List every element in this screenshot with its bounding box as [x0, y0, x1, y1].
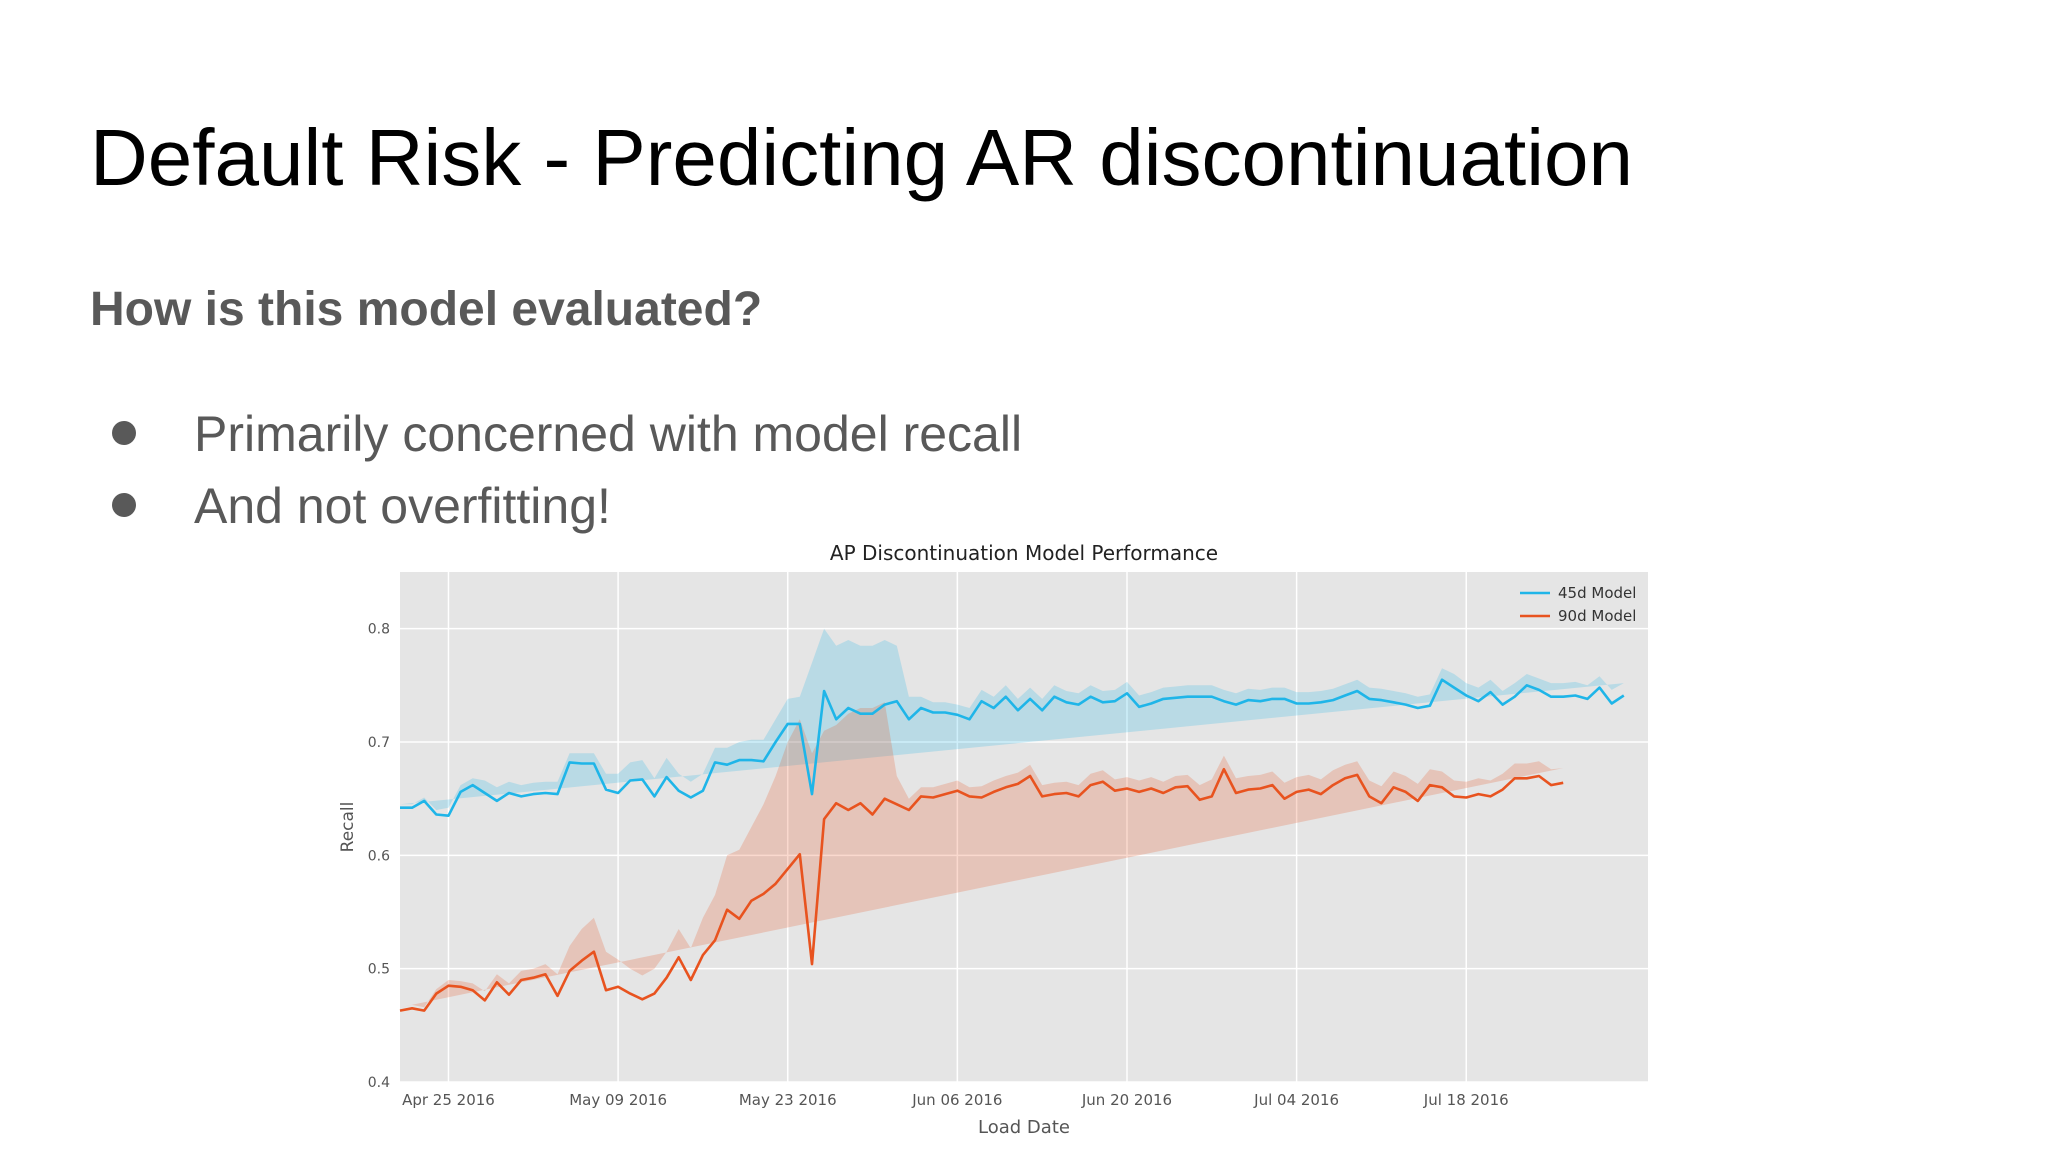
bullet-list: Primarily concerned with model recall An… — [110, 398, 1022, 542]
plot-background — [400, 572, 1648, 1082]
chart-title: AP Discontinuation Model Performance — [830, 541, 1218, 565]
y-tick-label: 0.6 — [368, 848, 390, 864]
x-tick-label: Jun 06 2016 — [911, 1091, 1002, 1109]
grid-lines — [400, 572, 1648, 1083]
confidence-band-90d — [400, 702, 1564, 1008]
series-lines — [399, 678, 1625, 1012]
y-tick-label: 0.7 — [368, 735, 390, 751]
x-axis-label: Load Date — [978, 1117, 1070, 1138]
slide-subtitle: How is this model evaluated? — [90, 283, 763, 336]
bullet-text-overfitting: And not overfitting! — [194, 478, 611, 534]
slide-title: Default Risk - Predicting AR discontinua… — [90, 113, 1633, 202]
legend: 45d Model 90d Model — [1520, 584, 1636, 625]
y-tick-label: 0.5 — [368, 962, 390, 978]
bullet-dot-icon — [112, 421, 136, 445]
series-line-45d — [400, 678, 1625, 818]
axis-ticks: 0.4 0.5 0.6 0.7 0.8 Apr 25 2016 May 09 2016 May… — [368, 622, 1509, 1109]
x-tick-label: Jul 04 2016 — [1253, 1091, 1339, 1109]
y-tick-label: 0.8 — [368, 622, 390, 638]
bullet-item-overfitting: And not overfitting! — [110, 470, 1022, 542]
legend-label-45d: 45d Model — [1558, 584, 1636, 602]
x-tick-label: Jun 20 2016 — [1081, 1091, 1172, 1109]
x-tick-label: Jul 18 2016 — [1423, 1091, 1509, 1109]
x-tick-label: May 23 2016 — [739, 1091, 837, 1109]
bullet-dot-icon — [112, 493, 136, 517]
confidence-band-45d — [400, 628, 1624, 810]
bullet-text-recall: Primarily concerned with model recall — [194, 406, 1023, 462]
y-axis-label: Recall — [338, 802, 358, 853]
series-line-90d — [399, 767, 1564, 1012]
x-tick-label: Apr 25 2016 — [402, 1091, 495, 1109]
legend-label-90d: 90d Model — [1558, 607, 1636, 625]
x-tick-label: May 09 2016 — [569, 1091, 667, 1109]
performance-chart: 0.4 0.5 0.6 0.7 0.8 Apr 25 2016 May 09 2016 May… — [338, 541, 1648, 1138]
confidence-bands — [400, 628, 1624, 1008]
bullet-item-recall: Primarily concerned with model recall — [110, 398, 1022, 470]
y-tick-label: 0.4 — [368, 1075, 390, 1091]
